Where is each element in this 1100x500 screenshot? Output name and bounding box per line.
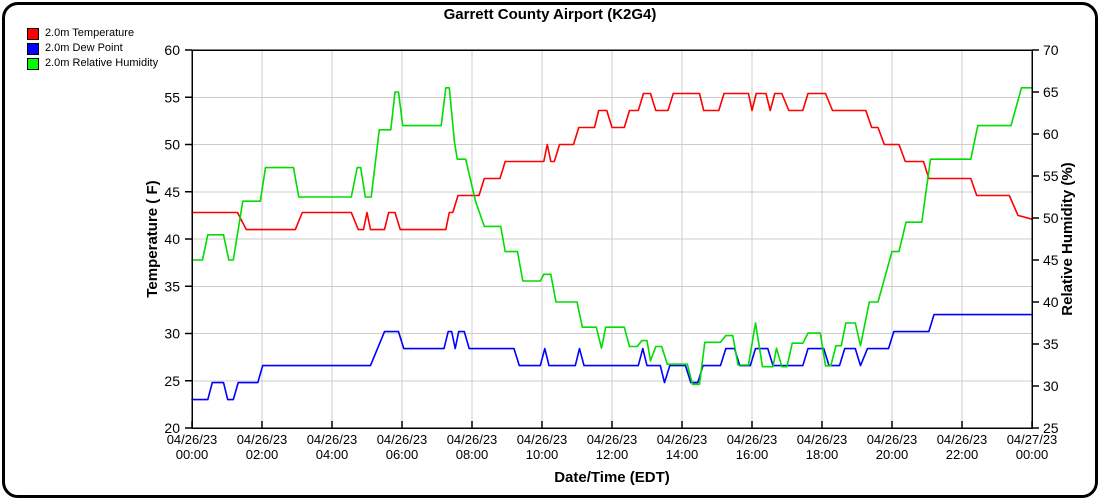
x-tick-time-label: 18:00 [806,447,839,462]
x-tick-time-label: 12:00 [596,447,629,462]
x-tick-time-label: 20:00 [876,447,909,462]
data-series-lines [191,87,1033,401]
x-tick-date-label: 04/26/23 [447,432,498,447]
left-tick-label: 30 [164,326,180,342]
left-tick-label: 20 [164,420,180,436]
right-tick-label: 40 [1043,294,1059,310]
x-tick-time-label: 06:00 [386,447,419,462]
legend-item-relative-humidity: 2.0m Relative Humidity [27,56,158,71]
left-tick-label: 50 [164,137,180,153]
right-tick-label: 45 [1043,252,1059,268]
x-tick-date-label: 04/26/23 [867,432,918,447]
right-axis-title: Relative Humidity (%) [1059,162,1076,315]
legend-label-temperature: 2.0m Temperature [45,27,135,39]
x-tick-time-label: 10:00 [526,447,559,462]
x-tick-date-label: 04/26/23 [587,432,638,447]
x-tick-date-label: 04/26/23 [517,432,568,447]
left-tick-label: 45 [164,184,180,200]
right-tick-label: 25 [1043,420,1059,436]
right-tick-label: 50 [1043,210,1059,226]
chart-legend: 2.0m Temperature 2.0m Dew Point 2.0m Rel… [27,26,158,71]
x-tick-date-label: 04/26/23 [657,432,708,447]
temperature-swatch-icon [27,27,39,40]
x-tick-time-label: 00:00 [176,447,209,462]
x-tick-time-label: 02:00 [246,447,279,462]
right-tick-label: 35 [1043,336,1059,352]
relative-humidity-line [191,87,1033,386]
x-tick-date-label: 04/26/23 [167,432,218,447]
relative-humidity-swatch-icon [27,57,39,70]
temperature-line [191,92,1033,231]
dew-point-swatch-icon [27,42,39,55]
x-tick-time-label: 16:00 [736,447,769,462]
gridlines [192,50,1032,428]
x-tick-date-label: 04/26/23 [727,432,778,447]
legend-item-dew-point: 2.0m Dew Point [27,41,158,56]
x-tick-date-label: 04/26/23 [377,432,428,447]
x-tick-date-label: 04/26/23 [307,432,358,447]
x-tick-time-label: 22:00 [946,447,979,462]
left-tick-label: 55 [164,89,180,105]
plot-border-and-ticks [185,49,1039,429]
x-tick-time-label: 00:00 [1016,447,1049,462]
left-tick-label: 60 [164,42,180,58]
legend-label-relative-humidity: 2.0m Relative Humidity [45,57,159,69]
left-tick-label: 35 [164,278,180,294]
x-tick-time-label: 04:00 [316,447,349,462]
right-tick-label: 65 [1043,84,1059,100]
x-axis-title: Date/Time (EDT) [554,469,670,486]
left-tick-label: 40 [164,231,180,247]
axis-tick-labels: 20 25 30 35 40 45 50 55 60 25 30 35 40 45 50 55 60 65 70 04… [164,42,1058,462]
x-tick-date-label: 04/26/23 [797,432,848,447]
right-tick-label: 60 [1043,126,1059,142]
legend-label-dew-point: 2.0m Dew Point [45,42,123,54]
x-tick-date-label: 04/27/23 [1007,432,1058,447]
right-tick-label: 55 [1043,168,1059,184]
left-tick-label: 25 [164,373,180,389]
x-tick-date-label: 04/26/23 [937,432,988,447]
left-axis-title: Temperature ( F) [144,180,161,297]
legend-item-temperature: 2.0m Temperature [27,26,158,41]
x-tick-date-label: 04/26/23 [237,432,288,447]
x-tick-time-label: 14:00 [666,447,699,462]
right-tick-label: 30 [1043,378,1059,394]
x-tick-time-label: 08:00 [456,447,489,462]
page-title: Garrett County Airport (K2G4) [443,6,657,23]
right-tick-label: 70 [1043,42,1059,58]
